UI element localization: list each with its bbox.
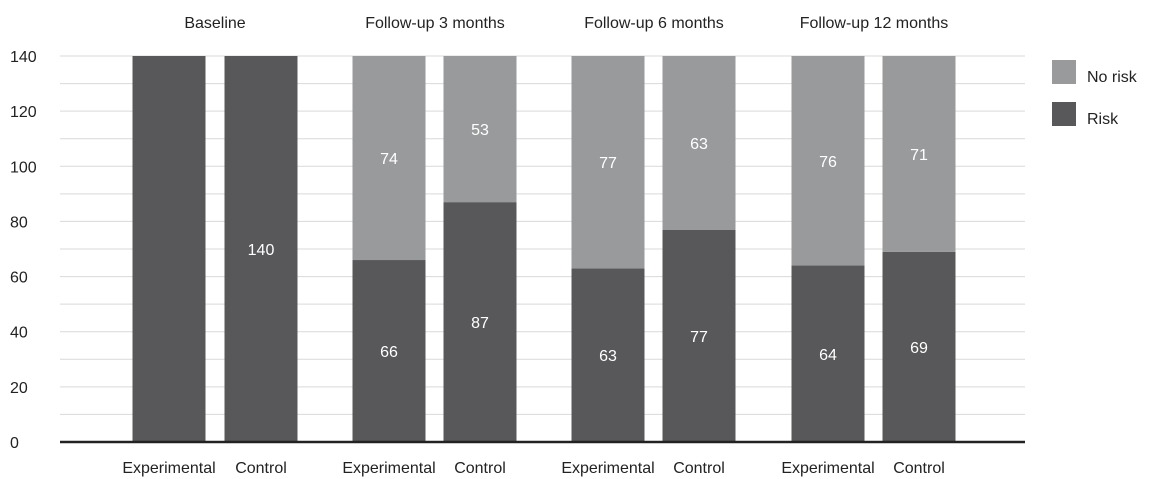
y-tick-label: 0 bbox=[10, 435, 19, 452]
bar-risk bbox=[443, 202, 517, 442]
group-label: Follow-up 12 months bbox=[800, 15, 949, 32]
bar-no-risk bbox=[571, 56, 645, 269]
legend-label-no-risk: No risk bbox=[1087, 69, 1138, 86]
data-label-risk: 69 bbox=[910, 340, 928, 357]
x-category-label: Control bbox=[235, 460, 287, 477]
x-category-label: Experimental bbox=[781, 460, 874, 477]
data-label-risk: 140 bbox=[248, 242, 275, 259]
data-label-risk: 66 bbox=[380, 344, 398, 361]
x-category-label: Control bbox=[454, 460, 506, 477]
x-category-label: Experimental bbox=[561, 460, 654, 477]
y-tick-label: 140 bbox=[10, 49, 37, 66]
data-label-no-risk: 74 bbox=[380, 151, 398, 168]
data-labels: 140 66 74 87 53 63 77 77 63 64 76 69 71 bbox=[248, 122, 928, 365]
data-label-no-risk: 77 bbox=[599, 155, 617, 172]
data-label-risk: 77 bbox=[690, 329, 708, 346]
x-category-label: Control bbox=[673, 460, 725, 477]
group-labels: Baseline Follow-up 3 months Follow-up 6 mo… bbox=[184, 15, 948, 32]
bar-no-risk bbox=[662, 56, 736, 230]
x-category-label: Control bbox=[893, 460, 945, 477]
data-label-risk: 64 bbox=[819, 347, 837, 364]
y-tick-label: 60 bbox=[10, 270, 28, 287]
y-tick-label: 120 bbox=[10, 104, 37, 121]
bar-risk bbox=[352, 260, 426, 442]
group-label: Follow-up 6 months bbox=[584, 15, 724, 32]
data-label-no-risk: 53 bbox=[471, 122, 489, 139]
group-label: Follow-up 3 months bbox=[365, 15, 505, 32]
bar-risk bbox=[132, 56, 206, 442]
group-label: Baseline bbox=[184, 15, 245, 32]
x-category-label: Experimental bbox=[122, 460, 215, 477]
y-tick-label: 100 bbox=[10, 159, 37, 176]
y-tick-label: 20 bbox=[10, 380, 28, 397]
data-label-no-risk: 63 bbox=[690, 136, 708, 153]
legend-label-risk: Risk bbox=[1087, 111, 1119, 128]
bar-no-risk bbox=[882, 56, 956, 252]
legend: No risk Risk bbox=[1052, 60, 1138, 128]
x-axis: Experimental Control Experimental Control Ex… bbox=[60, 440, 1025, 477]
bar-no-risk bbox=[352, 56, 426, 261]
y-tick-label: 40 bbox=[10, 325, 28, 342]
bar-risk bbox=[224, 56, 298, 442]
data-label-risk: 87 bbox=[471, 315, 489, 332]
bar-no-risk bbox=[791, 56, 865, 266]
legend-swatch-no-risk bbox=[1052, 60, 1076, 84]
data-label-no-risk: 76 bbox=[819, 154, 837, 171]
bar-risk bbox=[791, 265, 865, 442]
bar-risk bbox=[882, 251, 956, 442]
y-tick-label: 80 bbox=[10, 214, 28, 231]
bar-no-risk bbox=[443, 56, 517, 203]
bar-risk bbox=[662, 229, 736, 442]
x-category-label: Experimental bbox=[342, 460, 435, 477]
data-label-risk: 63 bbox=[599, 348, 617, 365]
bars bbox=[132, 56, 956, 442]
legend-swatch-risk bbox=[1052, 102, 1076, 126]
data-label-no-risk: 71 bbox=[910, 147, 928, 164]
bar-risk bbox=[571, 268, 645, 442]
y-axis: 0 20 40 60 80 100 120 140 bbox=[10, 49, 37, 452]
